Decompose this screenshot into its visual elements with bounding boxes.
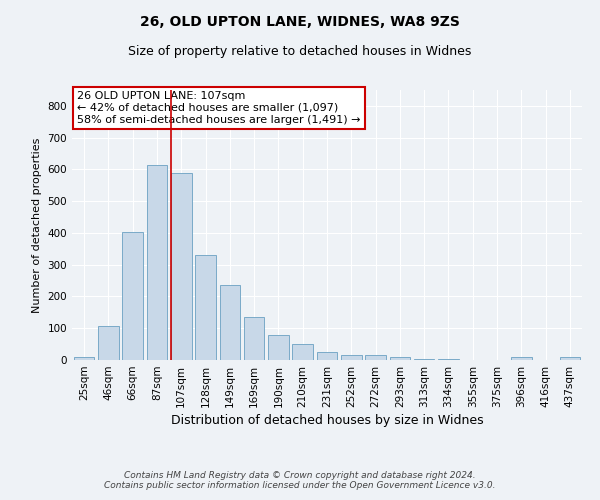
Bar: [195, 255, 216, 360]
Bar: [389, 358, 410, 360]
Bar: [171, 172, 191, 360]
Bar: [560, 357, 580, 360]
Bar: [268, 335, 289, 360]
Text: Size of property relative to detached houses in Widnes: Size of property relative to detached ho…: [128, 45, 472, 58]
Bar: [511, 358, 532, 360]
Bar: [98, 326, 119, 360]
Bar: [244, 318, 265, 360]
Bar: [365, 354, 386, 360]
X-axis label: Distribution of detached houses by size in Widnes: Distribution of detached houses by size …: [170, 414, 484, 427]
Y-axis label: Number of detached properties: Number of detached properties: [32, 138, 42, 312]
Bar: [122, 232, 143, 360]
Text: 26 OLD UPTON LANE: 107sqm
← 42% of detached houses are smaller (1,097)
58% of se: 26 OLD UPTON LANE: 107sqm ← 42% of detac…: [77, 92, 361, 124]
Bar: [414, 358, 434, 360]
Text: Contains HM Land Registry data © Crown copyright and database right 2024.
Contai: Contains HM Land Registry data © Crown c…: [104, 470, 496, 490]
Bar: [292, 344, 313, 360]
Bar: [74, 358, 94, 360]
Bar: [220, 284, 240, 360]
Bar: [146, 164, 167, 360]
Text: 26, OLD UPTON LANE, WIDNES, WA8 9ZS: 26, OLD UPTON LANE, WIDNES, WA8 9ZS: [140, 15, 460, 29]
Bar: [317, 352, 337, 360]
Bar: [341, 355, 362, 360]
